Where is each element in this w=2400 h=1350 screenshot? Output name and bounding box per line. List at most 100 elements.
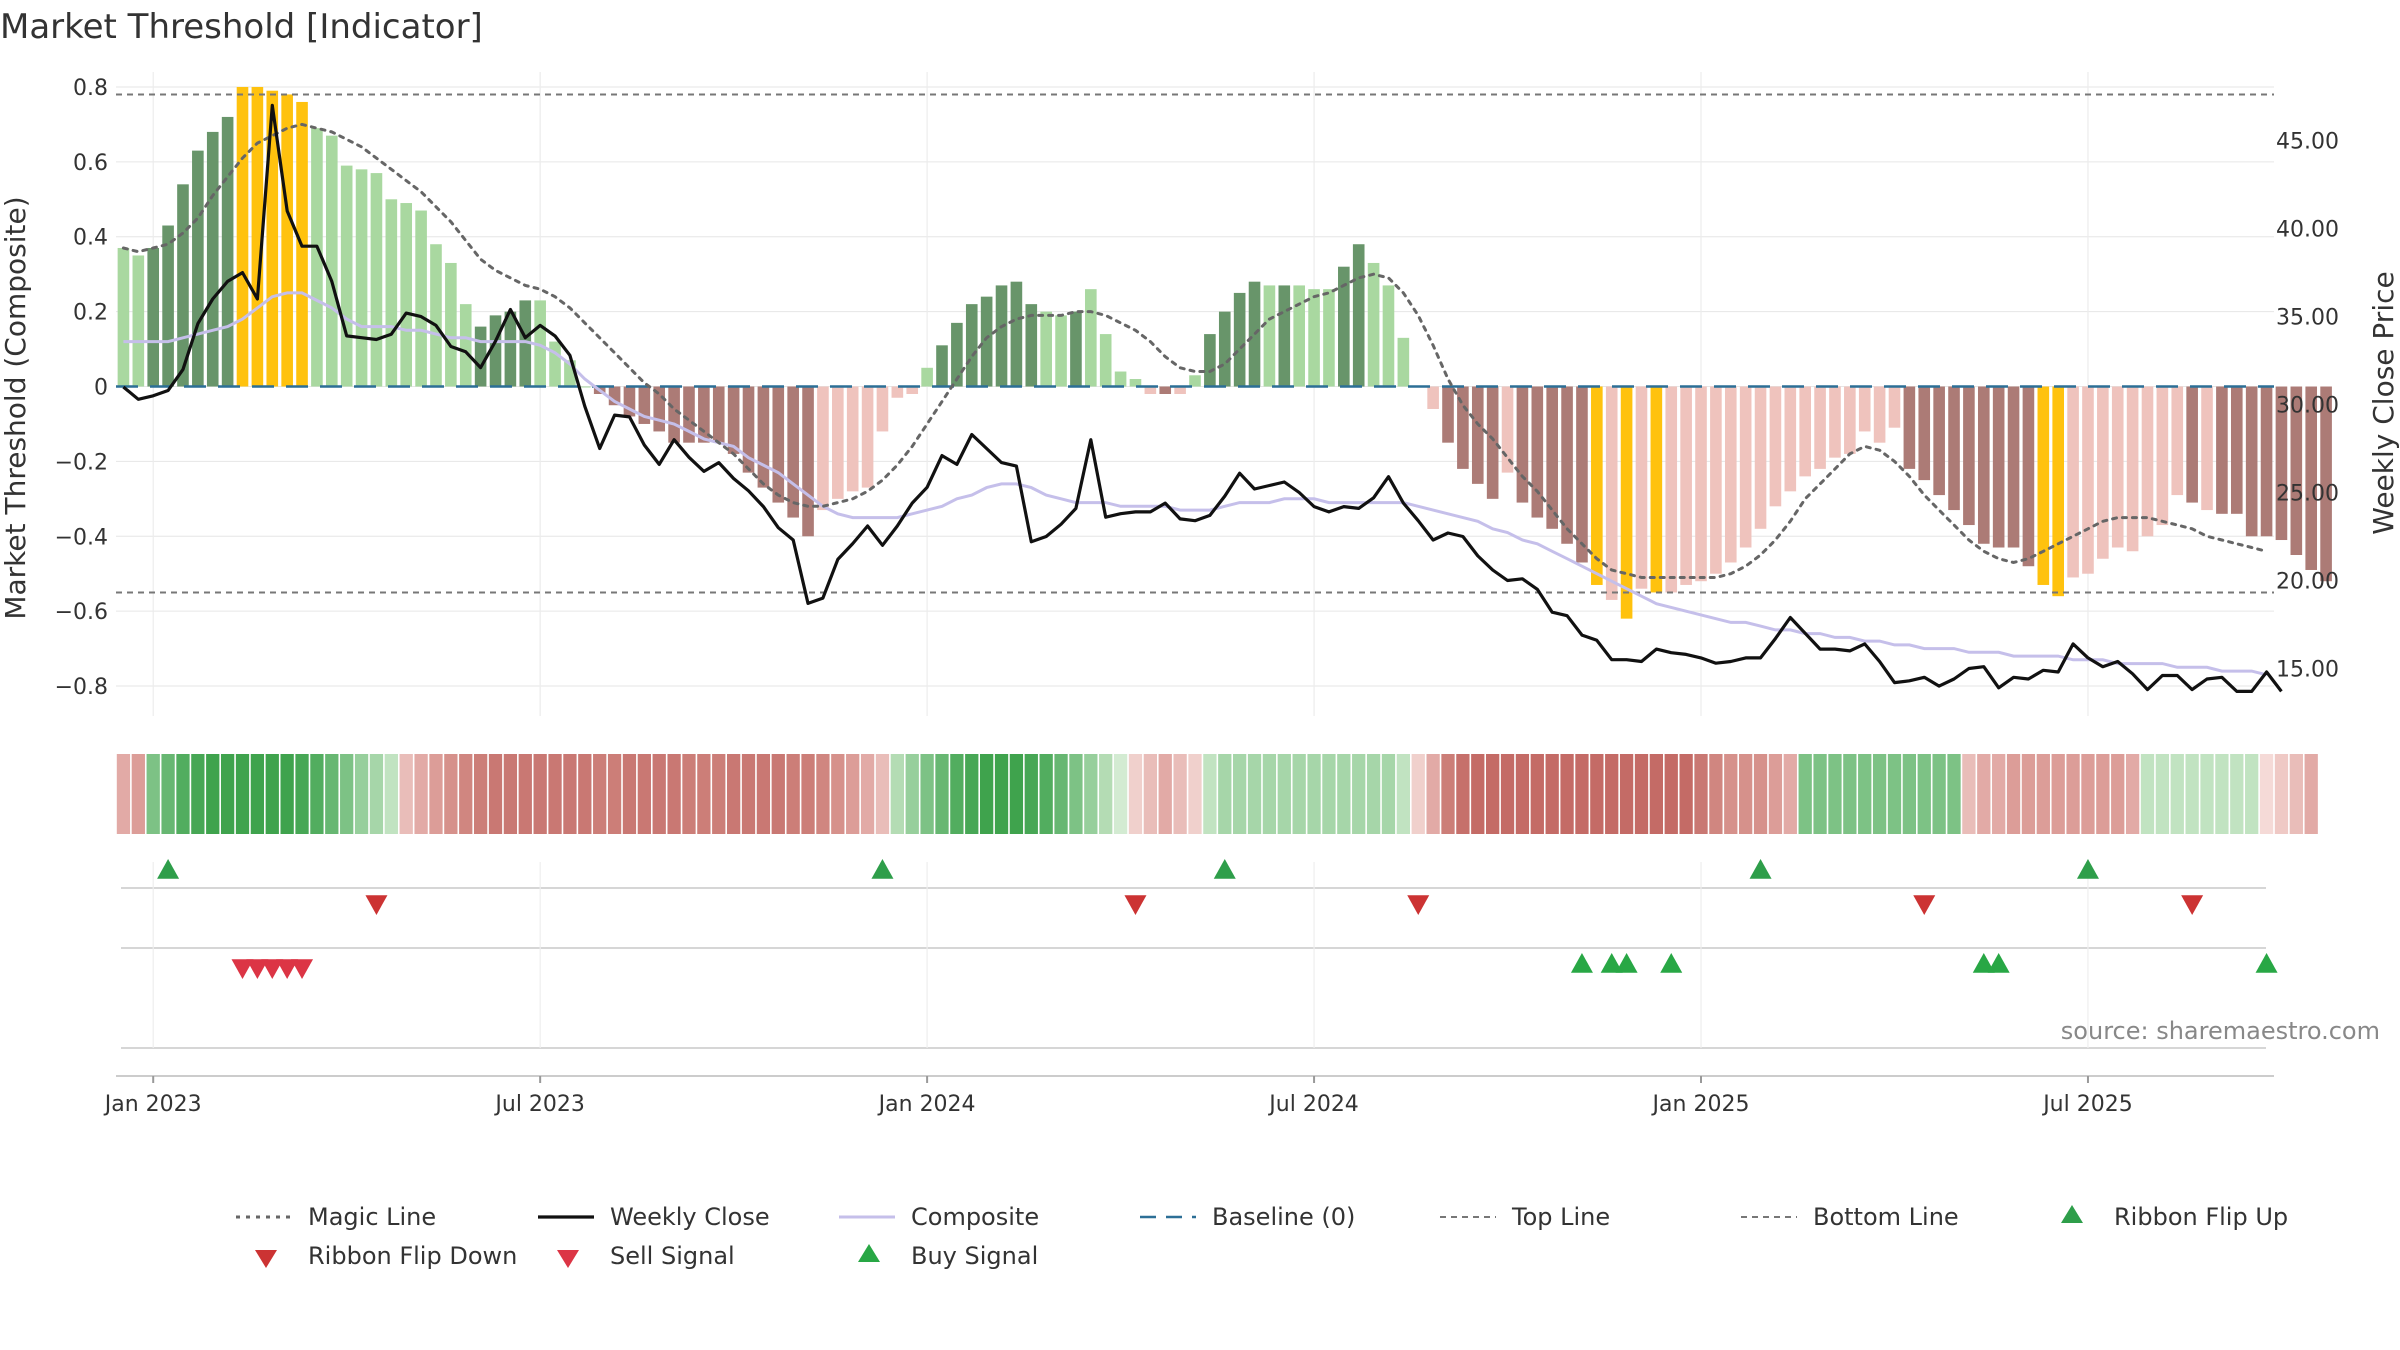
composite-bar xyxy=(1888,386,1901,428)
ribbon-cell xyxy=(1887,754,1902,834)
ribbon-cell xyxy=(235,754,250,834)
ribbon-cell xyxy=(1560,754,1574,834)
ribbon-cell xyxy=(473,754,488,834)
ribbon-cell xyxy=(325,754,339,834)
buy-signal-marker xyxy=(1987,953,2010,973)
composite-bar xyxy=(236,86,249,387)
ribbon-cell xyxy=(1530,754,1544,834)
composite-bar xyxy=(1055,315,1067,387)
buy-signal-marker xyxy=(1570,953,1593,973)
y-right-tick-label: 25.00 xyxy=(2276,482,2339,507)
composite-line xyxy=(123,291,2267,677)
ribbon-cell xyxy=(250,754,265,834)
composite-bar xyxy=(1471,386,1484,484)
ribbon-cell xyxy=(1872,754,1887,834)
ribbon-cell xyxy=(1545,754,1559,834)
ribbon-cell xyxy=(622,754,637,834)
composite-bar xyxy=(1546,386,1558,529)
x-tick-label: Jul 2023 xyxy=(493,1092,585,1117)
ribbon-cell xyxy=(1396,754,1410,834)
ribbon-cell xyxy=(607,754,622,834)
ribbon-cell xyxy=(2200,754,2214,834)
composite-bar xyxy=(846,386,859,492)
composite-bar xyxy=(1233,292,1246,387)
composite-bar xyxy=(1918,386,1931,481)
ribbon-cell xyxy=(1500,754,1515,834)
ribbon-cell xyxy=(2185,754,2199,834)
ribbon-cell xyxy=(652,754,666,834)
ribbon-cell xyxy=(1381,754,1396,834)
ribbon-cell xyxy=(1724,754,1738,834)
ribbon-cell xyxy=(2021,754,2036,834)
composite-bar xyxy=(623,386,636,417)
ribbon-cell xyxy=(340,754,354,834)
composite-bar xyxy=(1873,386,1886,443)
ribbon-cell xyxy=(1069,754,1083,834)
ribbon-cell xyxy=(2289,754,2303,834)
composite-bar xyxy=(147,247,160,387)
legend-swatch xyxy=(2061,1205,2083,1223)
ribbon-cell xyxy=(1664,754,1678,834)
ribbon-cell xyxy=(1694,754,1708,834)
composite-bar xyxy=(980,296,993,387)
composite-bar xyxy=(891,386,904,398)
composite-bar xyxy=(459,304,472,387)
composite-bar xyxy=(2126,386,2139,552)
composite-bar xyxy=(1144,386,1157,394)
ribbon-cell xyxy=(1009,754,1024,834)
ribbon-cell xyxy=(2215,754,2229,834)
ribbon-cell xyxy=(1813,754,1827,834)
ribbon-cell xyxy=(2006,754,2021,834)
composite-bar xyxy=(1858,386,1871,432)
ribbon-cell xyxy=(920,754,934,834)
ribbon-cell xyxy=(1739,754,1753,834)
composite-bar xyxy=(995,285,1008,387)
composite-bar xyxy=(2216,386,2228,514)
composite-bar xyxy=(192,150,204,387)
composite-bar xyxy=(2186,386,2198,503)
composite-bar xyxy=(2082,386,2094,574)
composite-bar xyxy=(2275,386,2288,541)
composite-bar xyxy=(742,386,755,473)
ribbon-cell xyxy=(414,754,428,834)
legend-swatch xyxy=(255,1250,277,1268)
legend-label: Ribbon Flip Up xyxy=(2114,1203,2288,1231)
ribbon-cell xyxy=(890,754,904,834)
ribbon-cell xyxy=(2155,754,2170,834)
composite-bar xyxy=(1070,311,1082,387)
legend: Magic Line Weekly Close Composite Baseline … xyxy=(236,1203,2288,1270)
composite-bar xyxy=(1665,386,1678,593)
ribbon-cell xyxy=(1411,754,1425,834)
ribbon-cell xyxy=(846,754,860,834)
ribbon-cell xyxy=(950,754,964,834)
composite-bar xyxy=(2305,386,2318,570)
composite-bar xyxy=(1531,386,1544,518)
ribbon-cell xyxy=(1917,754,1931,834)
ribbon-cell xyxy=(905,754,919,834)
composite-bar xyxy=(1754,386,1767,529)
composite-bar xyxy=(1189,375,1201,387)
composite-bar xyxy=(266,90,279,387)
composite-bar xyxy=(221,116,234,387)
composite-bar xyxy=(2260,386,2273,537)
ribbon-cell xyxy=(1619,754,1634,834)
ribbon-cell xyxy=(682,754,696,834)
composite-bar xyxy=(1829,386,1841,458)
composite-bar xyxy=(861,386,874,488)
composite-bar xyxy=(579,386,591,388)
composite-bar xyxy=(162,225,174,387)
composite-bar xyxy=(1427,386,1439,409)
composite-bar xyxy=(504,311,517,387)
ribbon-cell xyxy=(667,754,681,834)
composite-bar xyxy=(1814,386,1826,469)
composite-bar xyxy=(1025,304,1038,387)
composite-bar xyxy=(2141,386,2154,537)
composite-bar xyxy=(489,315,502,387)
ribbon-cell xyxy=(1783,754,1797,834)
y-left-tick-label: −0.6 xyxy=(55,600,108,625)
composite-bar xyxy=(1174,386,1186,394)
composite-bar xyxy=(430,244,442,387)
composite-bar xyxy=(2230,386,2243,514)
ribbon-flip-down-marker xyxy=(2181,895,2204,915)
ribbon-cell xyxy=(2066,754,2080,834)
